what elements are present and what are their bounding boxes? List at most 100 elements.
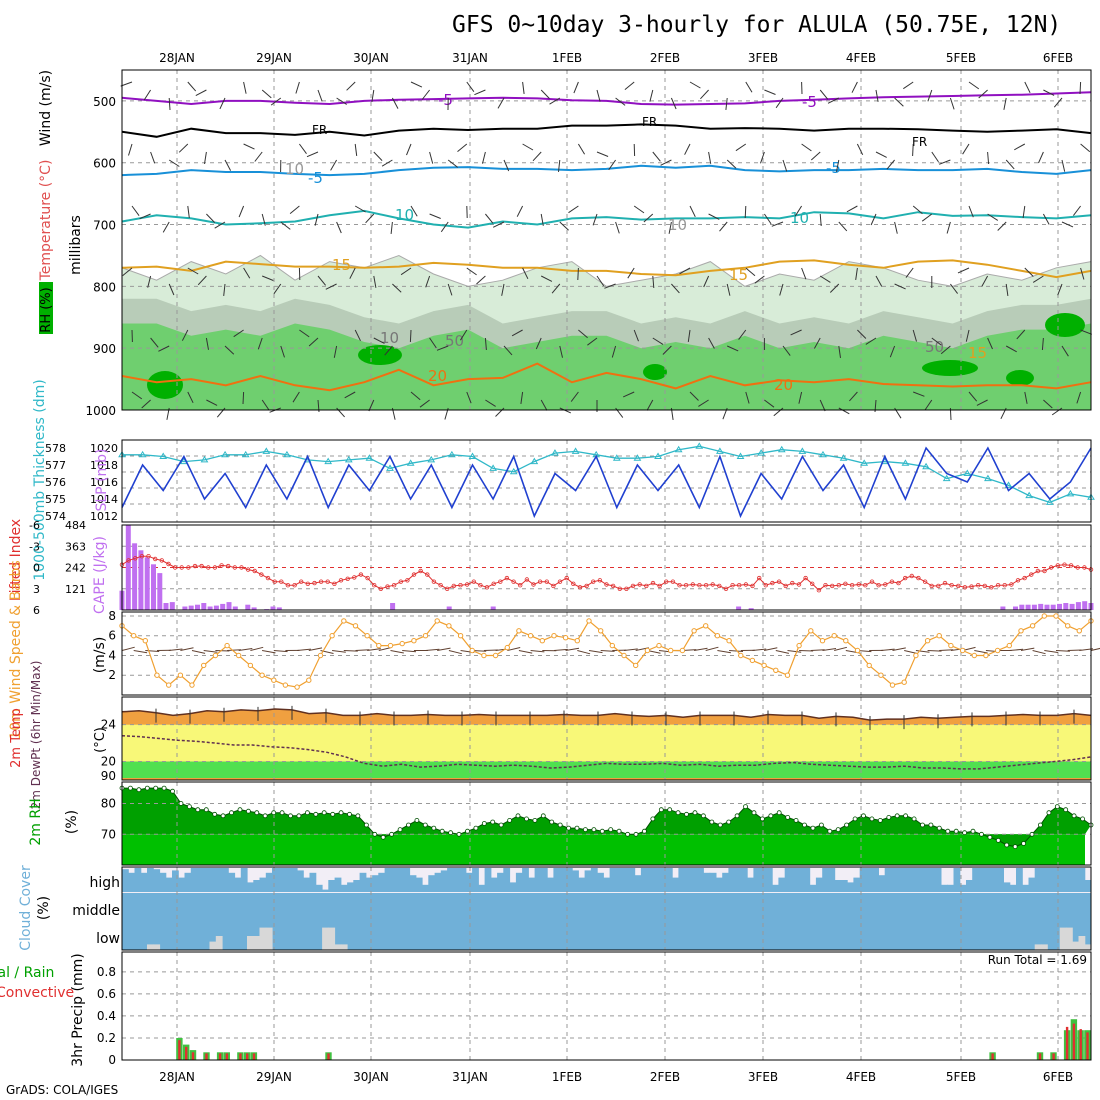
wind-barb-10m: [775, 650, 790, 654]
rh-marker: [498, 822, 504, 828]
rh-marker: [684, 811, 689, 817]
cloud-high-bar: [1034, 868, 1042, 892]
wind-barb: [551, 283, 561, 294]
lifted-marker: [717, 583, 722, 589]
wind-barb: [965, 329, 970, 342]
cape-bar: [144, 557, 150, 610]
rh-marker: [170, 788, 176, 794]
lifted-marker: [776, 579, 782, 584]
xtick-top-label: 6FEB: [1043, 51, 1073, 65]
wind-speed-marker: [994, 647, 1001, 654]
cloud-low-bar: [1066, 927, 1073, 950]
cloud-high-bar: [572, 870, 579, 892]
wind-barb: [559, 345, 563, 358]
cloud-high-bar: [622, 868, 629, 892]
cloud-high-bar: [447, 868, 454, 892]
cloud-high-bar: [303, 877, 311, 892]
rh-marker: [161, 785, 167, 791]
lifted-marker: [896, 580, 901, 586]
lifted-marker: [279, 579, 284, 584]
lifted-marker: [690, 582, 695, 587]
rh-fill: [122, 788, 1091, 847]
wind-barb: [726, 159, 737, 169]
wind-barb: [782, 159, 788, 172]
cloud-high-bar: [140, 872, 148, 892]
cape-bar: [1082, 601, 1088, 610]
wind-barb: [503, 345, 513, 356]
ytick-thickness: 576: [45, 476, 66, 489]
wind-speed-marker: [971, 652, 977, 659]
ytick-li: -6: [29, 519, 40, 532]
wind-barb: [298, 143, 307, 154]
rh-marker: [1071, 813, 1077, 819]
cloud-high-bar: [1003, 882, 1011, 892]
wind-barb: [308, 337, 319, 347]
wind-speed-marker: [878, 672, 884, 678]
rh-marker: [583, 827, 588, 832]
contour-label: FR: [312, 123, 327, 137]
rh-marker: [743, 804, 748, 809]
wind-barb: [368, 399, 375, 412]
cloud-high-bar: [759, 868, 767, 892]
rh-marker: [945, 828, 951, 834]
wind-barb: [273, 283, 282, 295]
wind-barb: [280, 345, 285, 358]
wind-barb: [440, 221, 449, 233]
cloud-high-bar: [128, 872, 136, 892]
cloud-low-bar: [215, 936, 223, 950]
wind-barb: [333, 345, 338, 358]
wind-speed-marker: [819, 638, 826, 644]
wind-barb: [838, 221, 848, 232]
panel-frame: [121, 696, 1092, 781]
thickness-marker: [798, 447, 807, 454]
cloud-high-bar: [565, 868, 573, 892]
cloud-high-bar: [603, 877, 611, 892]
ytick-precip: 0.6: [97, 987, 116, 1001]
rh-marker: [532, 818, 538, 823]
ytick-temp-extra: 90: [101, 769, 116, 783]
wind-barb-10m: [332, 650, 346, 653]
wind-barb: [197, 275, 207, 286]
cloud-high-bar: [728, 868, 736, 892]
contour-label: 10: [285, 160, 304, 178]
rh-marker: [178, 801, 184, 806]
wind-barb: [195, 89, 207, 97]
wind-speed-marker: [714, 633, 721, 639]
lifted-marker: [199, 563, 204, 569]
rh-marker: [625, 831, 630, 837]
wind-barb-10m: [565, 647, 580, 652]
cape-bar: [245, 604, 251, 610]
wind-barb: [771, 221, 784, 227]
rh-marker: [220, 813, 226, 819]
wind-barb: [794, 205, 803, 217]
cloud-low-bar: [147, 944, 154, 950]
cloud-high-bar: [765, 868, 773, 892]
y-label-precip: 3hr Precip (mm): [70, 953, 86, 1066]
wind-barb: [846, 205, 858, 213]
rh-marker: [279, 810, 285, 816]
wind-barb: [698, 399, 709, 407]
wind-barb-10m: [915, 650, 930, 653]
wind-speed-marker: [749, 657, 756, 664]
wind-speed-marker: [364, 633, 370, 639]
wind-barb: [336, 221, 342, 234]
wind-barb: [577, 267, 579, 281]
thickness-marker: [1045, 498, 1054, 505]
wind-barb: [1024, 391, 1028, 404]
wind-barb: [354, 329, 361, 342]
wind-barb: [819, 213, 822, 227]
wind-speed-marker: [959, 647, 966, 654]
wind-barb: [608, 159, 617, 171]
cloud-high-bar: [840, 880, 848, 892]
wind-barb-10m: [425, 648, 440, 652]
wind-barb-10m: [822, 648, 837, 652]
legend-wind: Wind (m/s): [38, 70, 54, 146]
wind-speed-marker: [317, 652, 324, 659]
wind-barb: [679, 267, 691, 275]
ytick-rh: 80: [101, 797, 116, 811]
wind-barb-10m: [717, 650, 731, 654]
rh-marker: [144, 785, 150, 791]
cloud-high-bar: [747, 877, 754, 892]
wind-barb: [261, 399, 270, 411]
